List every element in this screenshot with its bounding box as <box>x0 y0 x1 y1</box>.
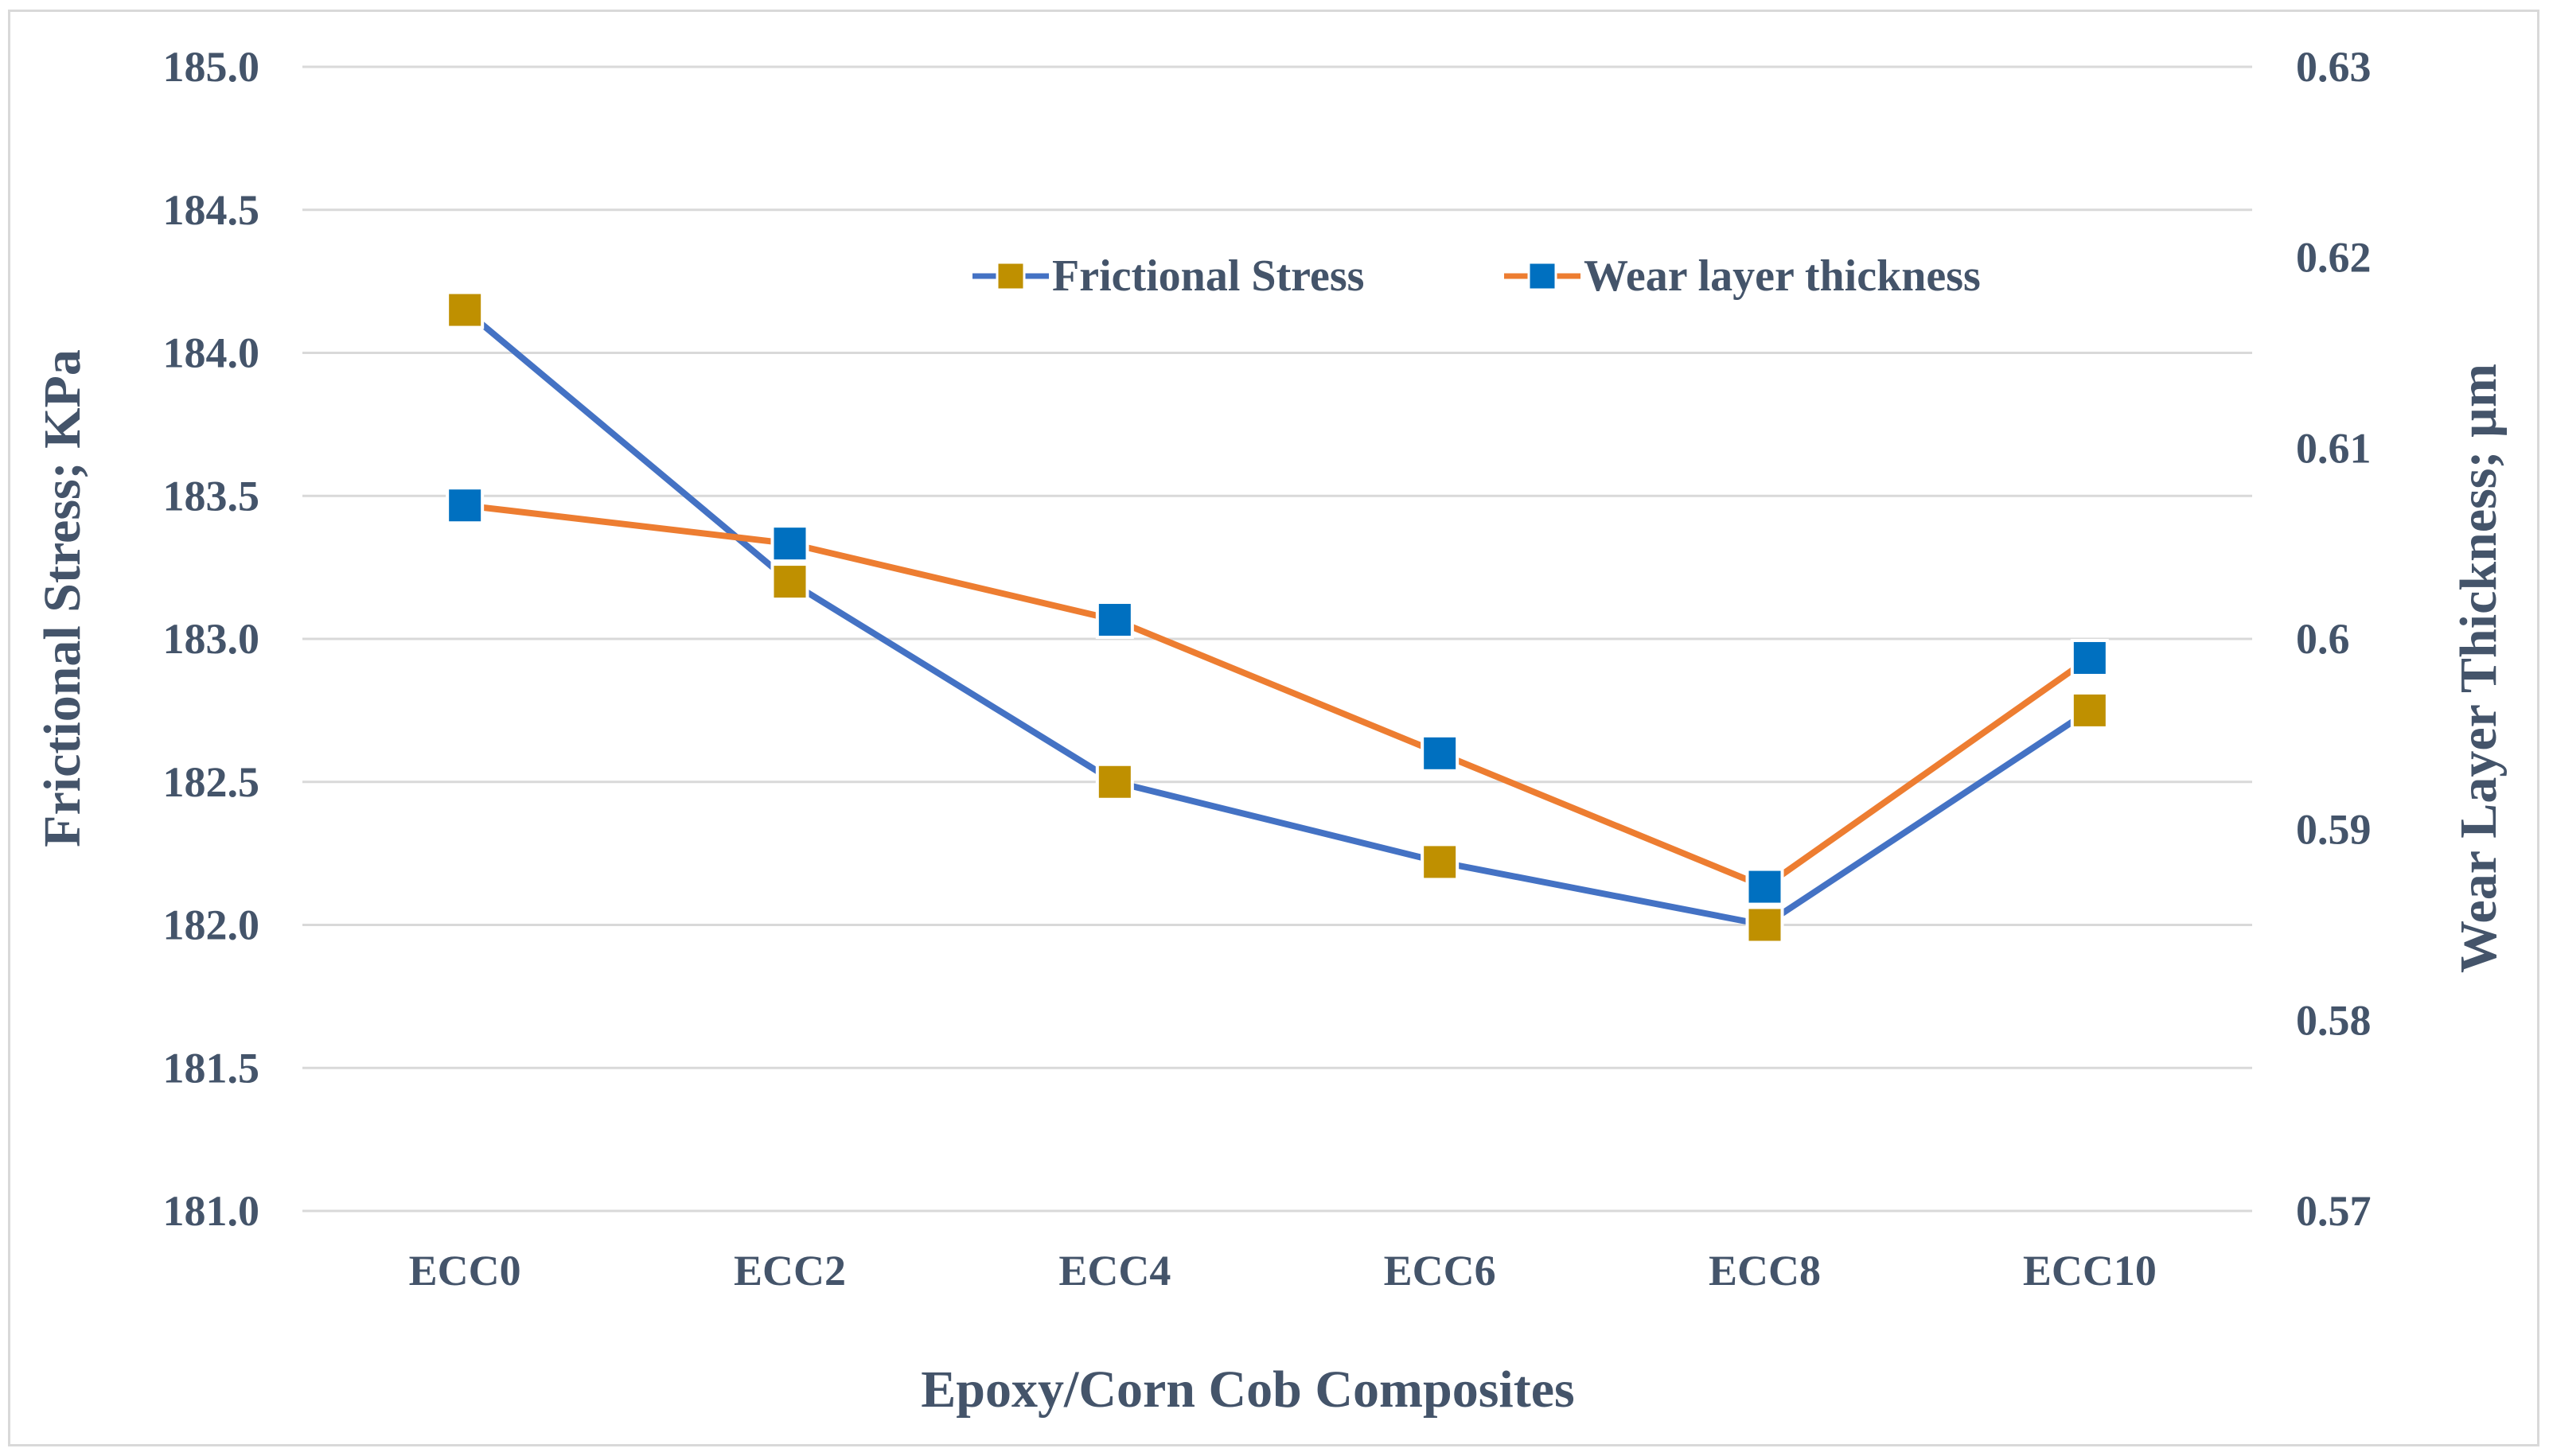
data-point-frictional-stress <box>2070 691 2109 730</box>
x-tick-label: ECC6 <box>1384 1247 1496 1294</box>
legend-marker-wear-layer-thickness <box>1527 261 1557 291</box>
y-tick-label: 183.5 <box>163 472 260 520</box>
x-tick-label: ECC2 <box>734 1247 846 1294</box>
y-tick-label: 182.5 <box>163 758 260 806</box>
x-tick-label: ECC4 <box>1058 1247 1171 1294</box>
data-point-frictional-stress <box>770 563 809 601</box>
x-tick-label: ECC0 <box>409 1247 521 1294</box>
chart-frame <box>8 10 2539 1446</box>
y-tick-label: 183.0 <box>163 615 260 663</box>
y2-tick-label: 0.61 <box>2296 424 2372 472</box>
y-tick-label: 181.5 <box>163 1044 260 1092</box>
y2-tick-label: 0.63 <box>2296 43 2372 91</box>
y2-axis-title: Wear Layer Thickness; µm <box>2450 364 2508 973</box>
y2-tick-label: 0.62 <box>2296 234 2372 282</box>
x-axis-ticks: ECC0 ECC2 ECC4 ECC6 ECC8 ECC10 <box>409 1247 2157 1294</box>
data-point-frictional-stress <box>1421 843 1460 882</box>
y-tick-label: 185.0 <box>163 43 260 91</box>
y2-tick-label: 0.57 <box>2296 1187 2372 1235</box>
legend-label-frictional-stress: Frictional Stress <box>1052 251 1364 301</box>
data-point-frictional-stress <box>1745 905 1784 944</box>
data-point-wear-layer-thickness <box>1095 601 1134 640</box>
y-tick-label: 182.0 <box>163 901 260 949</box>
x-tick-label: ECC8 <box>1709 1247 1821 1294</box>
data-point-wear-layer-thickness <box>1421 734 1460 773</box>
legend: Frictional Stress Wear layer thickness <box>972 251 1981 301</box>
data-point-wear-layer-thickness <box>1745 867 1784 906</box>
x-tick-label: ECC10 <box>2023 1247 2157 1294</box>
left-axis-ticks: 181.0 181.5 182.0 182.5 183.0 183.5 184.0 184.5… <box>163 43 260 1235</box>
right-axis-ticks: 0.57 0.58 0.59 0.6 0.61 0.62 0.63 <box>2296 43 2372 1235</box>
y-tick-label: 184.0 <box>163 329 260 377</box>
data-point-wear-layer-thickness <box>446 486 485 525</box>
data-point-frictional-stress <box>446 290 485 329</box>
legend-label-wear-layer-thickness: Wear layer thickness <box>1584 251 1981 301</box>
legend-item-frictional-stress: Frictional Stress <box>972 251 1364 301</box>
data-point-wear-layer-thickness <box>2070 638 2109 677</box>
gridlines <box>302 65 2252 1213</box>
series-line-wear-layer-thickness <box>462 502 2093 890</box>
y-tick-label: 184.5 <box>163 186 260 234</box>
y-axis-title: Frictional Stress; KPa <box>33 349 92 847</box>
y2-tick-label: 0.59 <box>2296 806 2372 854</box>
data-point-wear-layer-thickness <box>770 524 809 563</box>
y2-tick-label: 0.6 <box>2296 615 2350 663</box>
data-point-frictional-stress <box>1095 762 1134 801</box>
x-axis-title: Epoxy/Corn Cob Composites <box>921 1361 1574 1419</box>
legend-item-wear-layer-thickness: Wear layer thickness <box>1504 251 1981 301</box>
legend-marker-frictional-stress <box>996 261 1026 291</box>
y-tick-label: 181.0 <box>163 1187 260 1235</box>
y2-tick-label: 0.58 <box>2296 996 2372 1044</box>
series <box>446 290 2109 944</box>
